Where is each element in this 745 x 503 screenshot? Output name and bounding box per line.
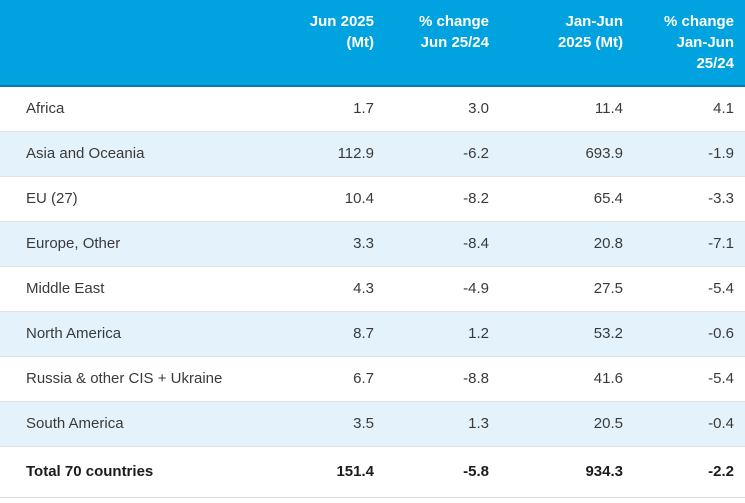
region-name: Russia & other CIS + Ukraine (0, 356, 300, 402)
jan-jun-2025-value: 20.5 (500, 401, 634, 447)
jan-jun-2025-value: 41.6 (500, 356, 634, 402)
jan-jun-2025-value: 65.4 (500, 176, 634, 222)
jun-2025-value: 1.7 (300, 86, 385, 132)
jun-2025-value: 10.4 (300, 176, 385, 222)
col-header-jun-2025-mt: Jun 2025 (Mt) (300, 0, 385, 87)
jun-2025-value: 3.5 (300, 401, 385, 447)
jan-jun-2025-value: 53.2 (500, 311, 634, 357)
jan-jun-2025-value: 27.5 (500, 266, 634, 312)
jan-jun-2025-value: 20.8 (500, 221, 634, 267)
table-header-row: Jun 2025 (Mt) % change Jun 25/24 Jan-Jun… (0, 0, 745, 87)
pct-change-jun-value: 1.2 (385, 311, 500, 357)
jan-jun-2025-value: 693.9 (500, 131, 634, 177)
table-row: Russia & other CIS + Ukraine 6.7 -8.8 41… (0, 356, 745, 402)
jun-2025-value: 4.3 (300, 266, 385, 312)
col-header-pct-change-jan-jun: % change Jan-Jun 25/24 (634, 0, 745, 87)
region-name: North America (0, 311, 300, 357)
table-row: North America 8.7 1.2 53.2 -0.6 (0, 311, 745, 357)
pct-change-jan-jun-value: -3.3 (634, 176, 745, 222)
table-row: South America 3.5 1.3 20.5 -0.4 (0, 401, 745, 447)
total-jan-jun-2025-value: 934.3 (500, 446, 634, 498)
col-header-pct-change-jun: % change Jun 25/24 (385, 0, 500, 87)
pct-change-jun-value: -6.2 (385, 131, 500, 177)
region-name: Europe, Other (0, 221, 300, 267)
pct-change-jan-jun-value: -7.1 (634, 221, 745, 267)
table-row: Africa 1.7 3.0 11.4 4.1 (0, 86, 745, 132)
pct-change-jun-value: -8.8 (385, 356, 500, 402)
jun-2025-value: 6.7 (300, 356, 385, 402)
region-name: South America (0, 401, 300, 447)
col-header-jan-jun-2025-mt: Jan-Jun 2025 (Mt) (500, 0, 634, 87)
jun-2025-value: 8.7 (300, 311, 385, 357)
table-row: Asia and Oceania 112.9 -6.2 693.9 -1.9 (0, 131, 745, 177)
pct-change-jan-jun-value: -5.4 (634, 266, 745, 312)
region-name: Africa (0, 86, 300, 132)
col-header-region (0, 0, 300, 87)
pct-change-jun-value: 1.3 (385, 401, 500, 447)
jun-2025-value: 112.9 (300, 131, 385, 177)
region-name: EU (27) (0, 176, 300, 222)
jan-jun-2025-value: 11.4 (500, 86, 634, 132)
total-pct-change-jun-value: -5.8 (385, 446, 500, 498)
table-row: Europe, Other 3.3 -8.4 20.8 -7.1 (0, 221, 745, 267)
pct-change-jan-jun-value: -5.4 (634, 356, 745, 402)
pct-change-jan-jun-value: -1.9 (634, 131, 745, 177)
total-label: Total 70 countries (0, 446, 300, 498)
region-name: Asia and Oceania (0, 131, 300, 177)
table-total-row: Total 70 countries 151.4 -5.8 934.3 -2.2 (0, 446, 745, 498)
total-pct-change-jan-jun-value: -2.2 (634, 446, 745, 498)
pct-change-jun-value: 3.0 (385, 86, 500, 132)
pct-change-jan-jun-value: -0.6 (634, 311, 745, 357)
region-name: Middle East (0, 266, 300, 312)
pct-change-jan-jun-value: -0.4 (634, 401, 745, 447)
pct-change-jun-value: -8.2 (385, 176, 500, 222)
pct-change-jun-value: -8.4 (385, 221, 500, 267)
total-jun-2025-value: 151.4 (300, 446, 385, 498)
pct-change-jan-jun-value: 4.1 (634, 86, 745, 132)
table-row: Middle East 4.3 -4.9 27.5 -5.4 (0, 266, 745, 312)
pct-change-jun-value: -4.9 (385, 266, 500, 312)
jun-2025-value: 3.3 (300, 221, 385, 267)
table-row: EU (27) 10.4 -8.2 65.4 -3.3 (0, 176, 745, 222)
